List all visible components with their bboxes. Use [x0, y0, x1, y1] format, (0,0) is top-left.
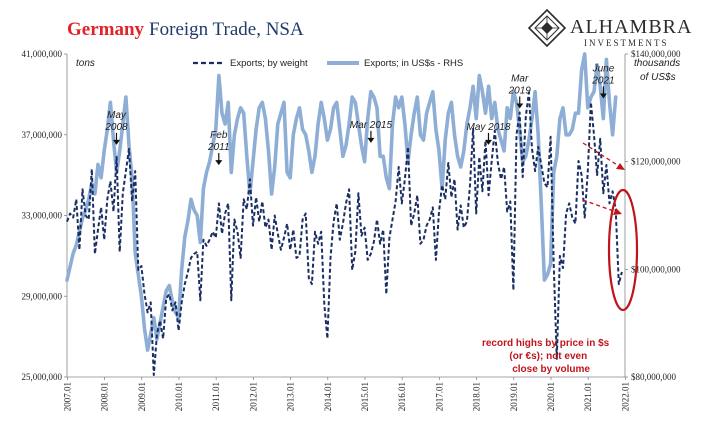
left-tick-label: 37,000,000 — [22, 130, 63, 140]
annotation-arrowhead-icon — [516, 103, 524, 109]
x-tick-label: 2018.01 — [472, 382, 482, 411]
annotation-label: 2011 — [207, 142, 230, 153]
series-weight — [66, 91, 623, 376]
annotation-label: 2021 — [591, 75, 614, 86]
annotation-label: May — [107, 110, 127, 121]
annotation-label: Feb — [210, 130, 228, 141]
x-tick-label: 2022.01 — [620, 382, 630, 411]
right-axis-unit-line1: thousands — [634, 58, 680, 69]
red-note-line3: close by volume — [512, 364, 590, 375]
left-tick-label: 25,000,000 — [22, 372, 63, 382]
x-tick-label: 2008.01 — [100, 382, 110, 411]
red-note-line1: record highs by price in $s — [482, 338, 610, 349]
legend-label-weight: Exports; by weight — [230, 58, 308, 69]
annotation-arrowhead-icon — [215, 160, 223, 166]
x-tick-label: 2013.01 — [286, 382, 296, 411]
annotation-arrowhead-icon — [484, 139, 492, 145]
red-trend-arrow-usd — [582, 142, 623, 169]
x-tick-label: 2019.01 — [509, 382, 519, 411]
series-usd — [65, 52, 618, 352]
right-tick-label: $100,000,000 — [631, 264, 681, 274]
annotation-label: 2019 — [508, 86, 532, 97]
annotation-label: Mar 2015 — [350, 120, 393, 131]
x-axis-ticks: 2007.01 2008.01 2009.01 2010.01 2011.01 2012.… — [62, 377, 630, 411]
x-tick-label: 2016.01 — [397, 382, 407, 411]
annotation-arrowhead-icon — [367, 137, 375, 143]
left-tick-label: 33,000,000 — [22, 211, 63, 221]
x-tick-label: 2017.01 — [434, 382, 444, 411]
red-emphasis — [582, 142, 639, 312]
x-tick-label: 2009.01 — [137, 382, 147, 411]
series-weight-line — [66, 91, 623, 376]
x-tick-label: 2015.01 — [360, 382, 370, 411]
brand-subtitle: INVESTMENTS — [584, 38, 669, 48]
title-rest: Foreign Trade, NSA — [149, 19, 304, 40]
x-tick-label: 2010.01 — [174, 382, 184, 411]
right-tick-label: $120,000,000 — [631, 157, 681, 167]
x-tick-label: 2020.01 — [546, 382, 556, 411]
annotation-label: Mar — [511, 74, 529, 85]
red-note: record highs by price in $s (or €s); not… — [482, 338, 612, 375]
left-axis-unit: tons — [76, 58, 95, 69]
legend: Exports; by weight Exports; in US$s - RH… — [193, 58, 463, 69]
x-tick-label: 2021.01 — [583, 382, 593, 411]
x-tick-label: 2012.01 — [248, 382, 258, 411]
x-tick-label: 2007.01 — [62, 382, 72, 411]
right-tick-label: $140,000,000 — [631, 49, 681, 59]
series-usd-line — [65, 52, 618, 352]
annotation-label: 2008 — [104, 122, 128, 133]
alhambra-logo: ALHAMBRA INVESTMENTS — [527, 8, 692, 48]
right-tick-label: $80,000,000 — [631, 372, 677, 382]
red-note-line2: (or €s); not even — [509, 351, 587, 362]
red-arrowhead-icon — [616, 163, 625, 170]
red-arrowhead-icon — [613, 208, 622, 215]
x-tick-label: 2014.01 — [323, 382, 333, 411]
brand-name: ALHAMBRA — [570, 16, 692, 38]
left-tick-label: 41,000,000 — [22, 49, 63, 59]
legend-label-usd: Exports; in US$s - RHS — [364, 58, 463, 69]
right-axis-unit-line2: of US$s — [640, 72, 676, 83]
annotation-label: June — [592, 63, 615, 74]
annotation-arrowhead-icon — [599, 93, 607, 99]
left-axis-ticks: 25,000,000 29,000,000 33,000,000 37,000,000… — [22, 49, 67, 382]
left-tick-label: 29,000,000 — [22, 291, 63, 301]
annotation-label: May 2018 — [467, 122, 511, 133]
title-word-germany: Germany — [67, 19, 145, 40]
annotation-arrowhead-icon — [112, 139, 120, 145]
x-tick-label: 2011.01 — [211, 382, 221, 411]
red-highlight-ellipse — [607, 188, 639, 312]
chart-title: Germany Foreign Trade, NSA — [67, 19, 304, 40]
logo-diamond-icon — [527, 8, 567, 48]
